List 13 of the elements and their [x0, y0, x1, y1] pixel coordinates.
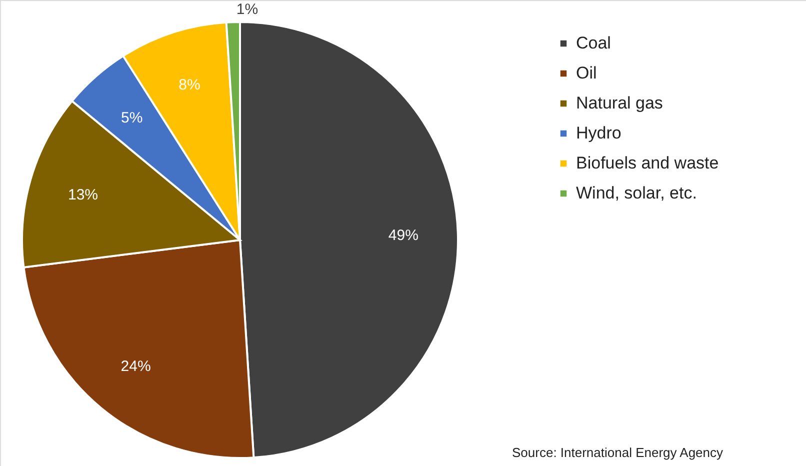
legend-label: Coal — [576, 34, 611, 52]
legend-label: Wind, solar, etc. — [576, 184, 697, 202]
data-label: 24% — [120, 358, 151, 375]
legend-label: Natural gas — [576, 94, 663, 112]
data-label: 1% — [236, 1, 258, 18]
legend-label: Oil — [576, 64, 597, 82]
data-label: 13% — [68, 186, 98, 204]
data-label: 5% — [121, 109, 143, 126]
source-note: Source: International Energy Agency — [512, 445, 724, 460]
legend-label: Biofuels and waste — [576, 154, 719, 172]
data-label: 49% — [388, 226, 418, 244]
legend-label: Hydro — [576, 124, 622, 142]
data-label: 8% — [178, 76, 200, 94]
